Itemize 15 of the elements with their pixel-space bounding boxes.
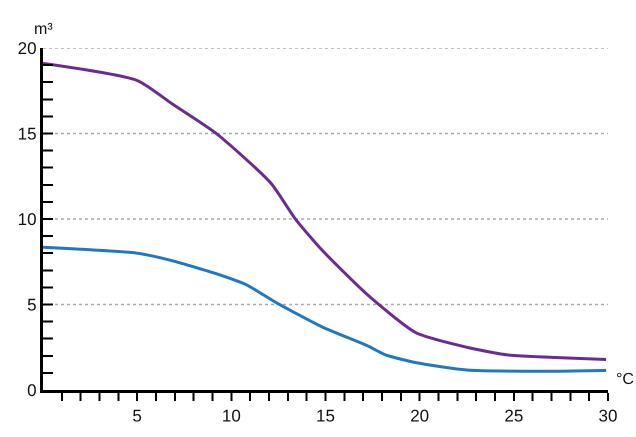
y-tick-label: 15 xyxy=(18,124,37,144)
line-series xyxy=(43,62,608,362)
x-tick-label: 25 xyxy=(504,406,524,426)
x-tick-label: 30 xyxy=(598,406,618,426)
x-axis-title: °C xyxy=(616,371,634,388)
y-tick-label: 0 xyxy=(27,380,37,400)
x-tick-label: 15 xyxy=(316,406,335,426)
x-tick-label: 10 xyxy=(222,406,241,426)
x-tick-label: 20 xyxy=(410,406,430,426)
y-tick-label: 5 xyxy=(27,295,37,314)
y-tick-label: 10 xyxy=(18,210,37,229)
x-tick-label: 5 xyxy=(132,406,142,426)
y-tick-label: 20 xyxy=(18,38,37,58)
line-series xyxy=(43,246,608,373)
y-axis-title: m³ xyxy=(34,21,54,38)
